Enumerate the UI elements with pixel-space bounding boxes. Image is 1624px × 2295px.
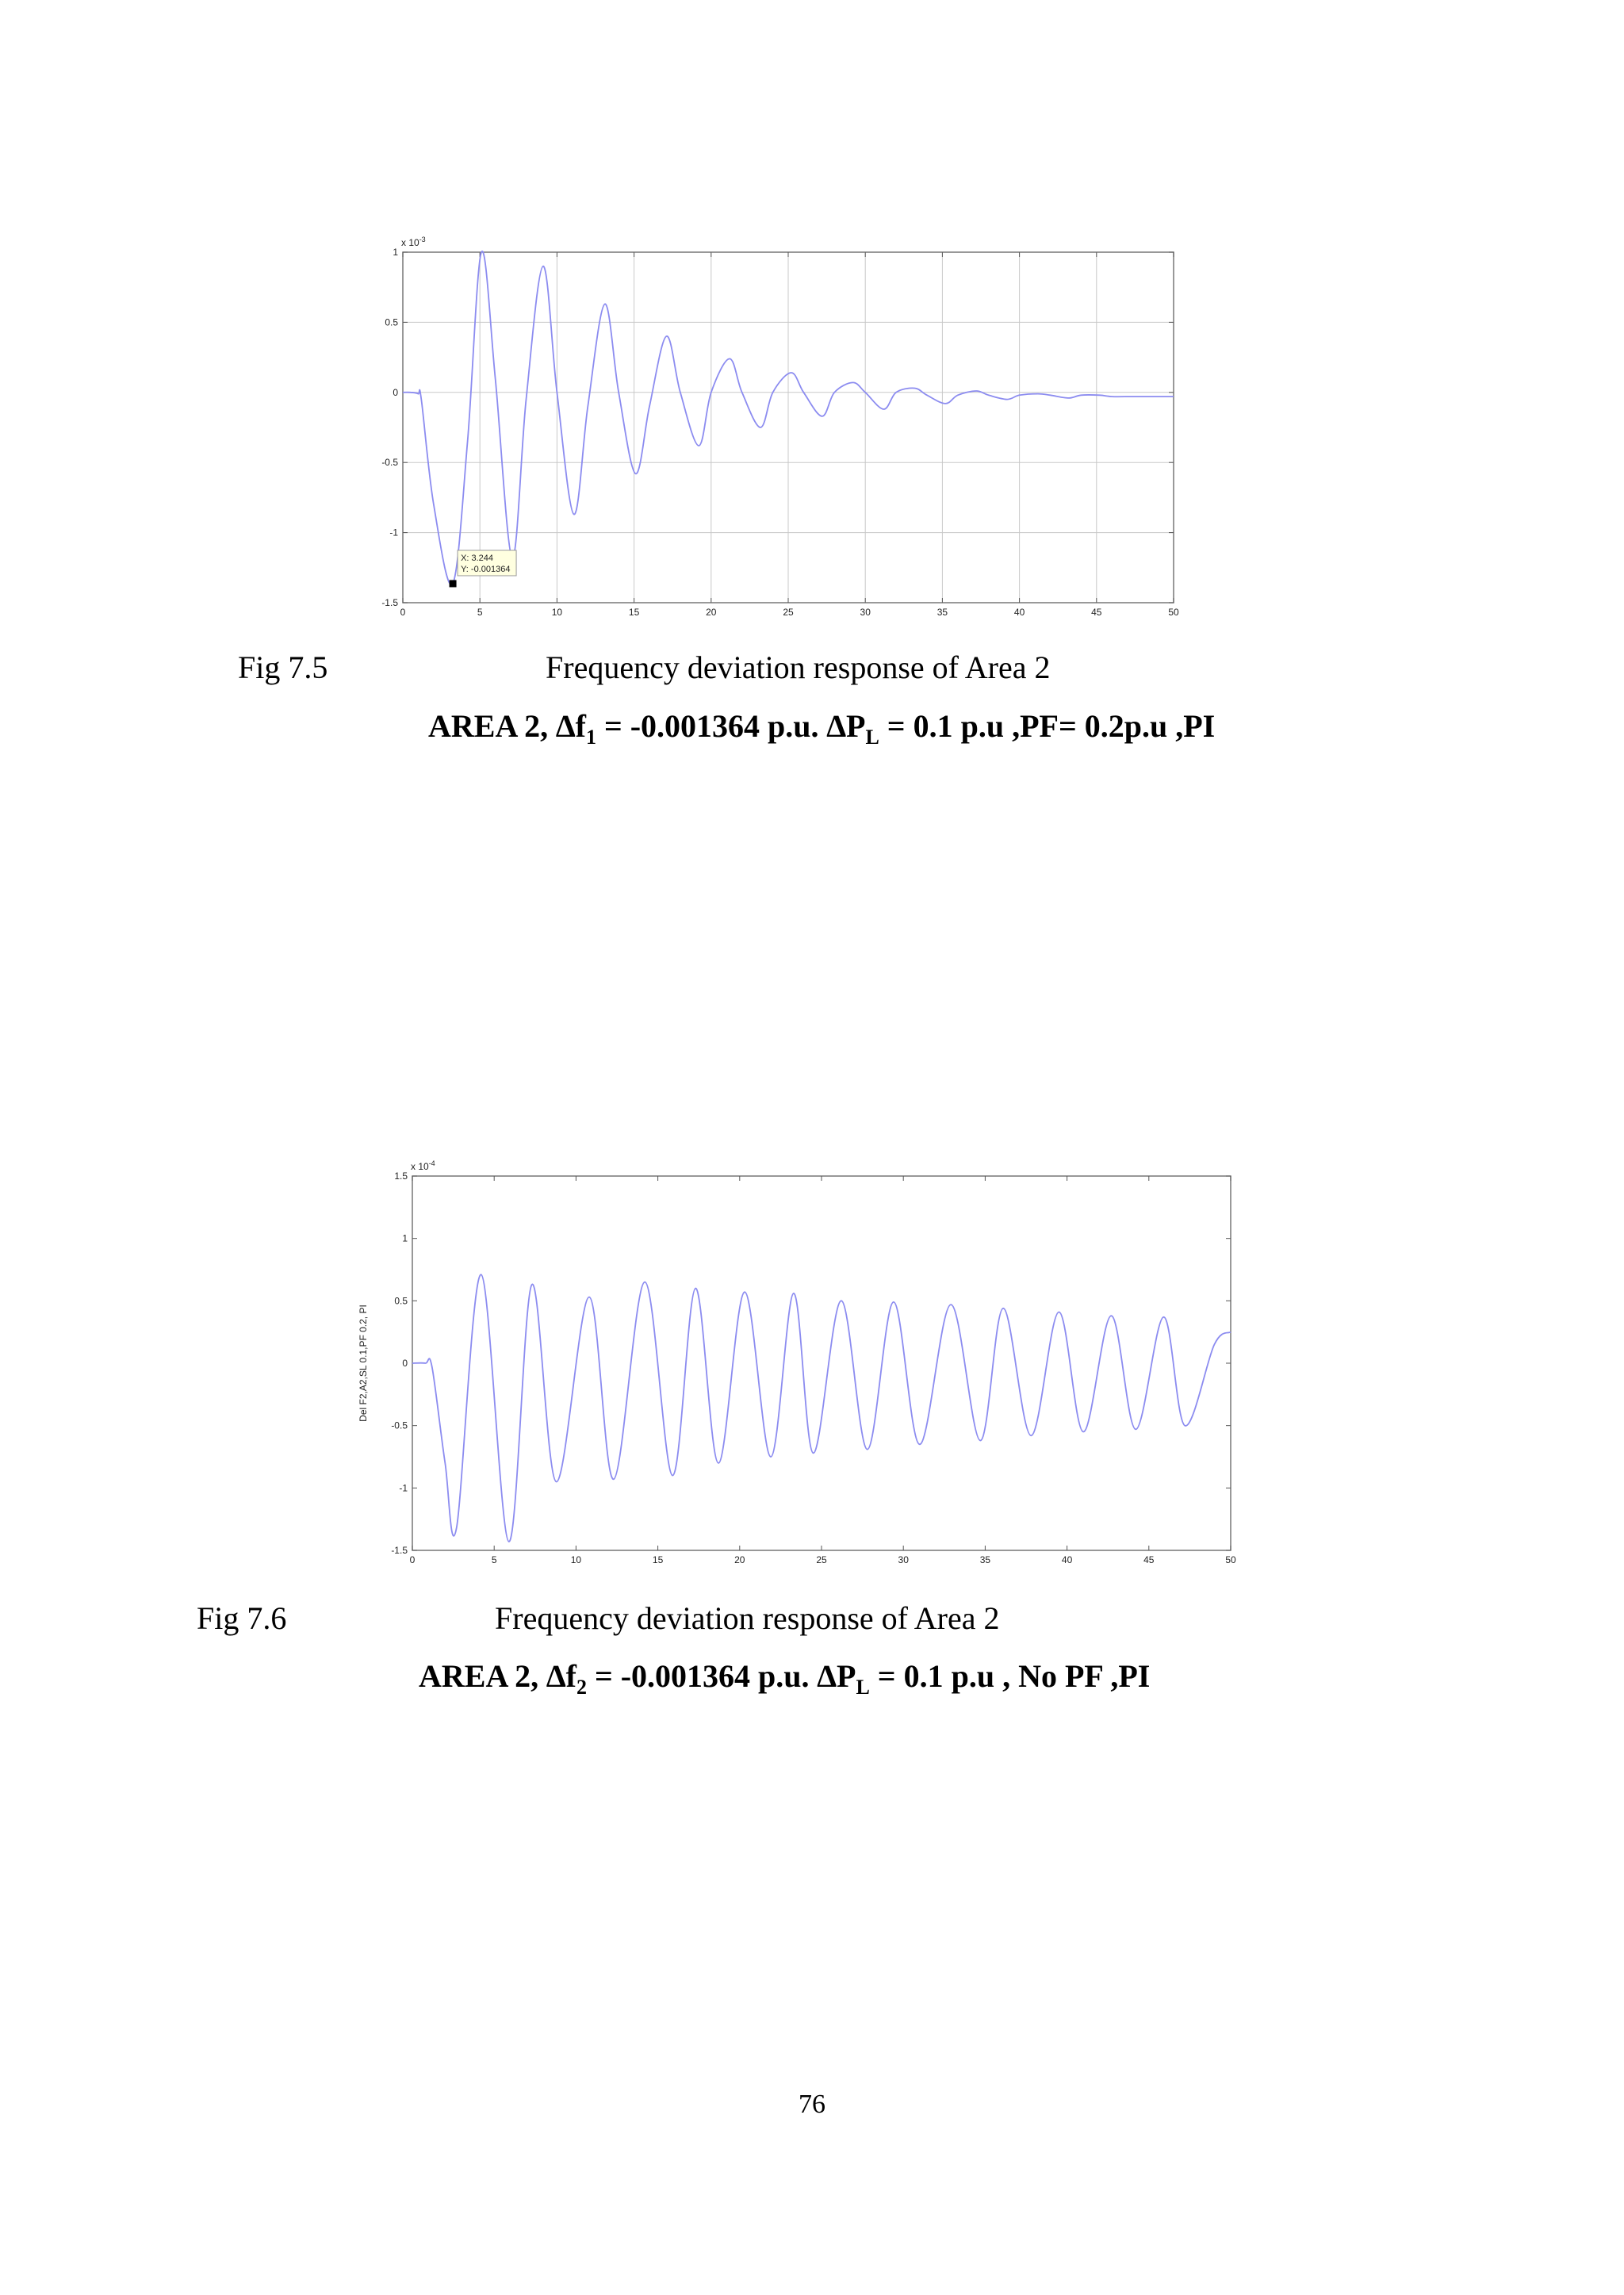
x-tick-label: 50	[1225, 1554, 1236, 1565]
x-tick-label: 0	[400, 607, 406, 618]
y-tick-label: 1.5	[394, 1170, 408, 1182]
data-tip-marker	[449, 580, 457, 588]
subcaption-part1: AREA 2,	[419, 1658, 547, 1694]
subcaption-part3: = 0.1 p.u , No PF ,PI	[869, 1658, 1151, 1694]
x-tick-label: 50	[1168, 607, 1179, 618]
x-tick-label: 15	[629, 607, 640, 618]
figure-caption: Frequency deviation response of Area 2	[495, 1600, 1000, 1636]
y-tick-label: 0.5	[394, 1295, 408, 1306]
x-tick-label: 0	[410, 1554, 416, 1565]
subcaption-part3: = 0.1 p.u ,PF= 0.2p.u ,PI	[879, 708, 1216, 744]
subcaption-delta-p-sub: L	[856, 1676, 870, 1699]
y-tick-label: -1	[389, 527, 398, 538]
grid-lines	[403, 252, 1174, 603]
subcaption-part2: = -0.001364 p.u.	[596, 708, 827, 744]
figure-caption: Frequency deviation response of Area 2	[546, 649, 1051, 685]
subcaption-delta-f-sub: 2	[576, 1676, 587, 1699]
subcaption-delta-f: ∆f	[556, 708, 586, 744]
subcaption-delta-p: ∆P	[826, 708, 866, 744]
x-tick-label: 25	[783, 607, 794, 618]
x-tick-label: 45	[1143, 1554, 1155, 1565]
y-exponent-power: -3	[419, 236, 426, 243]
page-number: 76	[799, 2090, 825, 2119]
subcaption-delta-f-sub: 1	[585, 726, 596, 749]
y-tick-label: -1	[399, 1482, 408, 1493]
y-tick-label: 1	[393, 247, 398, 258]
subcaption-delta-p-sub: L	[865, 726, 879, 749]
x-tick-label: 20	[734, 1554, 745, 1565]
subcaption-part1: AREA 2,	[428, 708, 557, 744]
x-tick-labels: 0 5 10 15 20 25 30 35 40 45 50	[410, 1554, 1236, 1565]
x-tick-label: 25	[816, 1554, 827, 1565]
series-line	[402, 251, 1174, 586]
x-tick-label: 40	[1062, 1554, 1073, 1565]
subcaption-part2: = -0.001364 p.u.	[586, 1658, 818, 1694]
y-tick-label: 1	[402, 1233, 408, 1244]
y-exponent-label: x 10-4	[411, 1159, 435, 1172]
y-tick-labels: -1.5 -1 -0.5 0 0.5 1 1.5	[391, 1170, 408, 1556]
y-exponent-power: -4	[429, 1159, 435, 1167]
y-tick-label: 0	[393, 387, 398, 398]
chart-fig-7-6: 0 5 10 15 20 25 30 35 40 45 50 -1.5-1-0.500.511.5 …	[358, 1159, 1236, 1565]
x-tick-label: 35	[937, 607, 948, 618]
data-tip-y: Y: -0.001364	[461, 565, 510, 574]
subcaption-delta-p: ∆P	[817, 1658, 856, 1694]
x-tick-label: 15	[653, 1554, 664, 1565]
x-tick-label: 45	[1091, 607, 1102, 618]
y-axis-label: Del F2,A2,SL 0.1,PF 0.2, PI	[358, 1305, 369, 1422]
figure-subcaption: AREA 2, ∆f2 = -0.001364 p.u. ∆PL = 0.1 p…	[419, 1657, 1150, 1699]
x-tick-labels: 0 5 10 15 20 25 30 35 40 45 50	[400, 607, 1179, 618]
data-tip-x: X: 3.244	[461, 554, 493, 563]
x-tick-label: 30	[898, 1554, 910, 1565]
y-exponent-base: x 10	[401, 237, 419, 248]
x-tick-label: 10	[552, 607, 563, 618]
x-tick-label: 20	[706, 607, 717, 618]
figure-number: Fig 7.5	[238, 649, 328, 685]
data-tip[interactable]: X: 3.244 Y: -0.001364	[449, 550, 517, 588]
y-tick-label: 0	[402, 1358, 408, 1369]
tick-marks	[412, 1175, 1231, 1551]
figure-subcaption: AREA 2, ∆f1 = -0.001364 p.u. ∆PL = 0.1 p…	[428, 707, 1215, 749]
y-tick-labels: -1.5 -1 -0.5 0 0.5 1	[381, 247, 398, 608]
y-tick-label: -1.5	[391, 1545, 408, 1556]
y-tick-label: -0.5	[381, 457, 398, 468]
y-exponent-base: x 10	[411, 1161, 429, 1172]
y-tick-label: -1.5	[381, 597, 398, 608]
figure-number: Fig 7.6	[197, 1600, 287, 1636]
subcaption-delta-f: ∆f	[546, 1658, 576, 1694]
x-tick-label: 35	[980, 1554, 991, 1565]
y-tick-label: 0.5	[385, 316, 398, 328]
tick-marks	[402, 251, 1174, 603]
data-tip-box	[457, 550, 517, 577]
y-exponent-label: x 10-3	[401, 236, 426, 248]
x-tick-label: 30	[860, 607, 871, 618]
y-tick-label: -0.5	[391, 1420, 408, 1431]
series-line	[412, 1274, 1231, 1542]
x-tick-label: 10	[571, 1554, 582, 1565]
chart-fig-7-5: 0 5 10 15 20 25 30 35 40 45 50 -1.5 -1 -0.5 0 0.5 1 x 1…	[381, 236, 1179, 618]
x-tick-label: 5	[477, 607, 483, 618]
plot-area	[412, 1175, 1231, 1551]
x-tick-label: 40	[1014, 607, 1025, 618]
x-tick-label: 5	[492, 1554, 497, 1565]
